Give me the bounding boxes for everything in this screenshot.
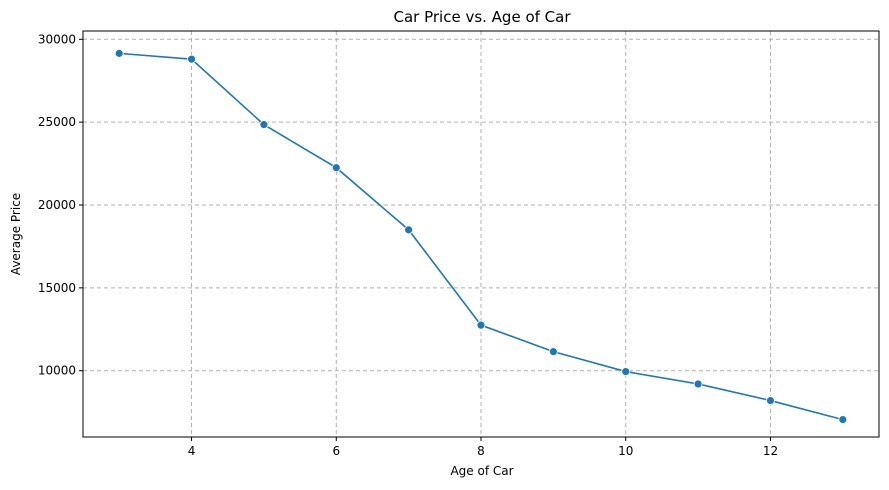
data-point: [548, 347, 558, 357]
grid-lines: [83, 31, 879, 437]
x-axis: 4 6 8 10 12: [188, 437, 778, 458]
y-tick-label: 20000: [38, 198, 76, 212]
data-point: [476, 320, 486, 330]
data-point: [187, 54, 196, 64]
data-point: [621, 367, 631, 376]
data-point: [114, 48, 124, 58]
y-tick-label: 25000: [38, 115, 76, 129]
series-line: [114, 48, 848, 425]
x-tick-label: 12: [763, 444, 778, 458]
x-tick-label: 8: [477, 444, 485, 458]
data-point: [766, 396, 775, 405]
data-point: [693, 379, 703, 389]
data-point: [404, 225, 414, 235]
x-tick-label: 10: [618, 444, 633, 458]
data-point: [259, 120, 269, 130]
data-point: [838, 415, 848, 425]
y-tick-label: 30000: [38, 32, 76, 46]
x-tick-label: 4: [188, 444, 196, 458]
y-axis-label: Average Price: [9, 193, 23, 275]
x-axis-label: Age of Car: [450, 464, 513, 478]
chart-title: Car Price vs. Age of Car: [393, 8, 571, 26]
y-tick-label: 10000: [38, 364, 76, 378]
data-point: [331, 163, 341, 173]
y-tick-label: 15000: [38, 281, 76, 295]
x-tick-label: 6: [332, 444, 340, 458]
y-axis: 10000 15000 20000 25000 30000: [38, 32, 83, 378]
